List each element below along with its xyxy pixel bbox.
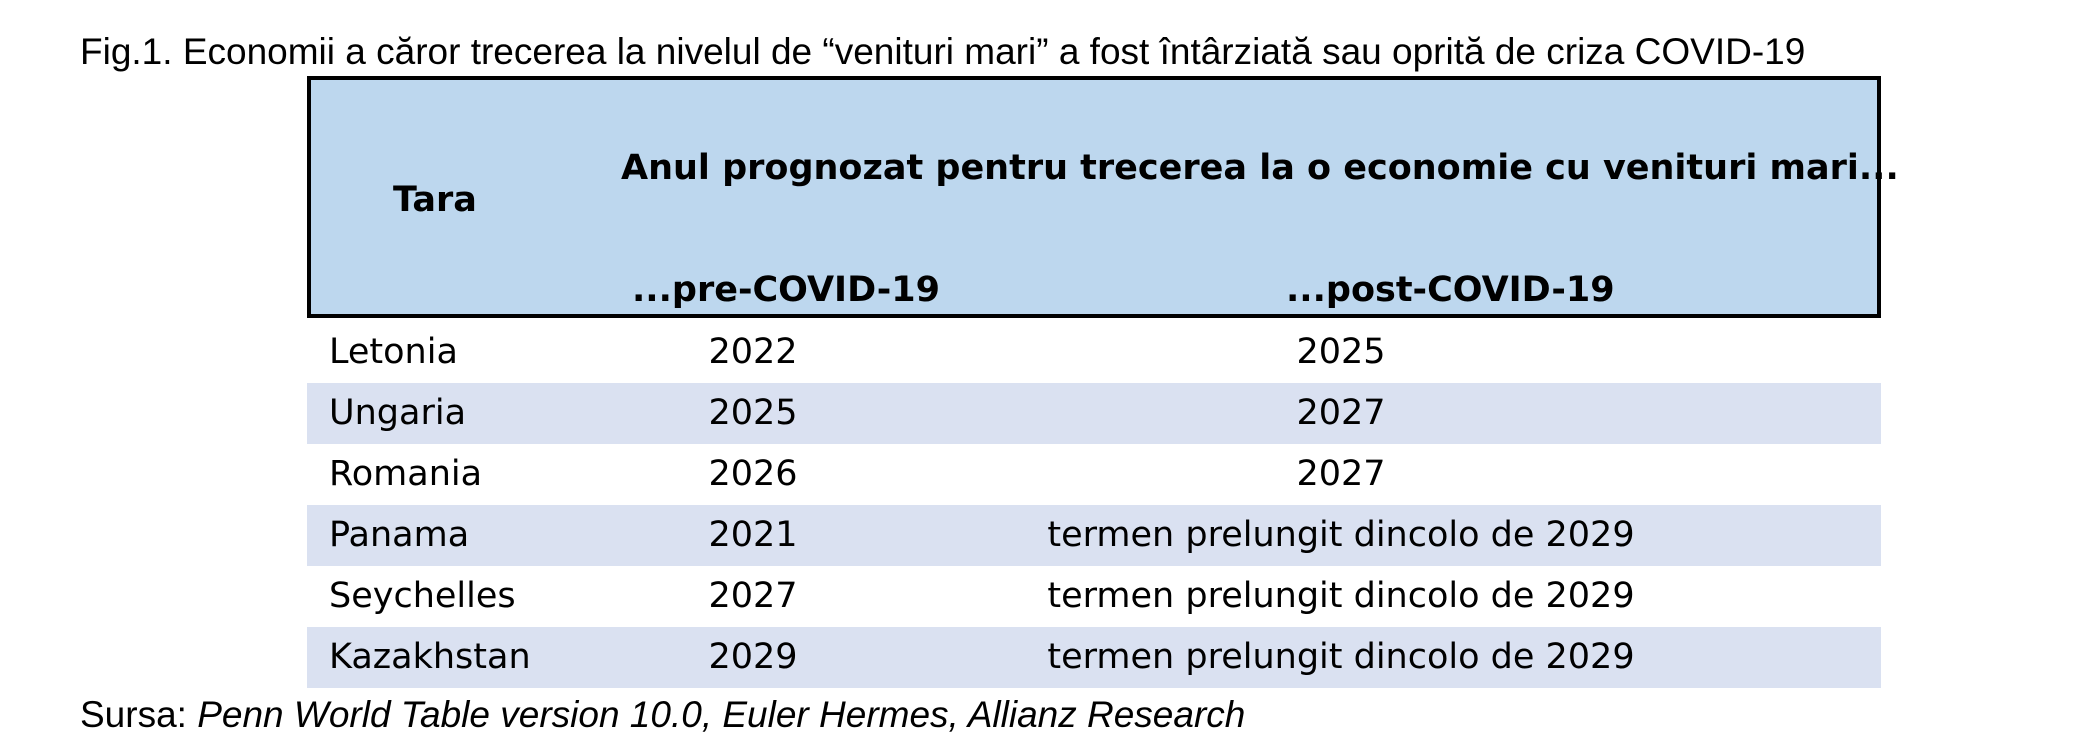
cell-country: Seychelles — [329, 576, 516, 616]
header-country: Tara — [393, 180, 477, 220]
source-text: Penn World Table version 10.0, Euler Her… — [197, 694, 1246, 735]
cell-country: Ungaria — [329, 393, 467, 433]
cell-country: Romania — [329, 454, 483, 494]
header-forecast-year: Anul prognozat pentru trecerea la o econ… — [621, 148, 1899, 188]
cell-post-covid-year: termen prelungit dincolo de 2029 — [1047, 576, 1635, 616]
cell-post-covid-year: termen prelungit dincolo de 2029 — [1047, 515, 1635, 555]
table-body: Letonia 2022 2025 Ungaria 2025 2027 Roma… — [307, 322, 1881, 688]
cell-country: Panama — [329, 515, 470, 555]
cell-post-covid-year: 2025 — [1296, 332, 1386, 372]
source-label: Sursa: — [80, 694, 198, 735]
table-row: Ungaria 2025 2027 — [307, 383, 1881, 444]
table-row: Kazakhstan 2029 termen prelungit dincolo… — [307, 627, 1881, 688]
table-row: Romania 2026 2027 — [307, 444, 1881, 505]
table-row: Panama 2021 termen prelungit dincolo de … — [307, 505, 1881, 566]
header-post-covid: ...post-COVID-19 — [1286, 270, 1615, 310]
cell-pre-covid-year: 2025 — [708, 393, 798, 433]
table-row: Letonia 2022 2025 — [307, 322, 1881, 383]
cell-pre-covid-year: 2021 — [708, 515, 798, 555]
cell-country: Kazakhstan — [329, 637, 531, 677]
figure-title: Fig.1. Economii a căror trecerea la nive… — [80, 31, 1806, 72]
source-note: Sursa: Penn World Table version 10.0, Eu… — [80, 692, 1245, 738]
cell-post-covid-year: 2027 — [1296, 393, 1386, 433]
table-row: Seychelles 2027 termen prelungit dincolo… — [307, 566, 1881, 627]
cell-pre-covid-year: 2026 — [708, 454, 798, 494]
header-pre-covid: ...pre-COVID-19 — [632, 270, 941, 310]
cell-pre-covid-year: 2029 — [708, 637, 798, 677]
cell-country: Letonia — [329, 332, 458, 372]
cell-post-covid-year: 2027 — [1296, 454, 1386, 494]
cell-pre-covid-year: 2022 — [708, 332, 798, 372]
cell-post-covid-year: termen prelungit dincolo de 2029 — [1047, 637, 1635, 677]
cell-pre-covid-year: 2027 — [708, 576, 798, 616]
table-header: Tara Anul prognozat pentru trecerea la o… — [307, 76, 1899, 318]
